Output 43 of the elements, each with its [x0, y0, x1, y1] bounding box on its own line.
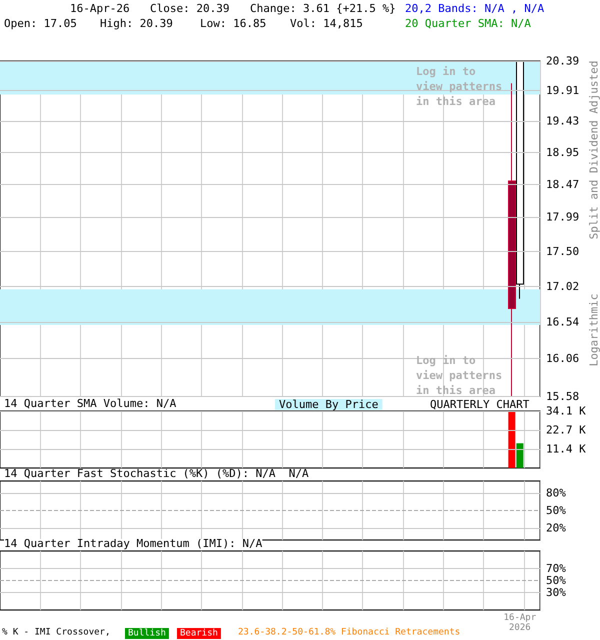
text: Volume By Price [279, 398, 378, 411]
text: % K - IMI Crossover, [2, 628, 110, 638]
chart-title: 14 Quarter Fast Stochastic (%K) (%D): N/A N/A [4, 467, 310, 480]
y-tick-label: 16.06 [546, 352, 580, 366]
text: High: 20.39 [100, 17, 173, 30]
y-tick-label: 80% [546, 486, 566, 500]
annotation: Log in to view patterns in this area [416, 65, 502, 108]
text: Bearish [180, 628, 218, 638]
chart-title: 14 Quarter SMA Volume: N/A [4, 397, 177, 410]
text: 20 Quarter SMA: N/A [405, 17, 532, 30]
text: Logarithmic [588, 294, 600, 366]
y-tick-label: 50% [546, 504, 566, 517]
text: 23.6-38.2-50-61.8% Fibonacci Retracements [238, 628, 460, 638]
y-tick-label: 19.43 [546, 114, 580, 128]
y-tick-label: 18.47 [546, 178, 580, 191]
y-tick-label: 15.58 [546, 390, 580, 403]
chart-title: 14 Quarter Intraday Momentum (IMI): N/A [4, 537, 263, 550]
text: 16-Apr-26 [70, 2, 130, 15]
y-tick-label: 22.7 K [546, 424, 586, 437]
text: Vol: 14,815 [290, 17, 363, 30]
text: 20,2 Bands: N/A , N/A [405, 2, 544, 15]
text: QUARTERLY CHART [430, 398, 530, 411]
y-tick-label: 11.4 K [546, 442, 586, 456]
y-tick-label: 17.02 [546, 280, 580, 293]
text: Bullish [128, 628, 166, 638]
y-tick-label: 70% [546, 562, 566, 576]
y-tick-label: 17.50 [546, 245, 580, 258]
text: Close: 20.39 [150, 2, 230, 15]
y-tick-label: 30% [546, 586, 566, 599]
y-tick-label: 20.39 [546, 54, 580, 68]
y-tick-label: 16.54 [546, 315, 580, 328]
y-tick-label: 50% [546, 574, 566, 587]
annotation: Log in to view patterns in this area [416, 354, 502, 397]
y-tick-label: 34.1 K [546, 404, 586, 418]
y-tick-label: 17.99 [546, 210, 580, 224]
y-tick-label: 20% [546, 522, 566, 535]
text: Open: 17.05 [4, 17, 77, 30]
text: Change: 3.61 {+21.5 %} [250, 2, 396, 15]
y-tick-label: 19.91 [546, 84, 580, 98]
y-axis-title: Split and Dividend Adjusted [588, 60, 600, 240]
x-tick-label: 16-Apr 2026 [504, 613, 537, 633]
text: Low: 16.85 [200, 17, 266, 30]
y-tick-label: 18.95 [546, 146, 580, 159]
